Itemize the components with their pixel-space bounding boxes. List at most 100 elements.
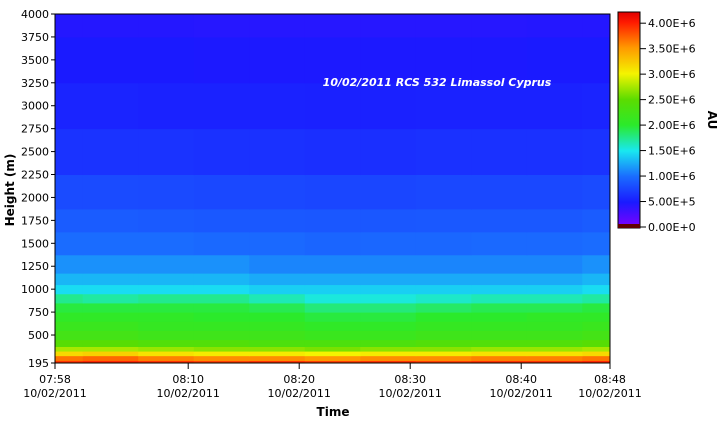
heatmap-cell [249, 355, 306, 361]
y-tick-label: 2250 [21, 169, 49, 182]
heatmap-cell [582, 82, 611, 130]
x-tick-label: 08:10 [172, 373, 204, 386]
heatmap-cell [193, 346, 250, 352]
heatmap-cell [360, 254, 417, 274]
heatmap-cell [249, 14, 306, 38]
heatmap-cell [415, 355, 472, 361]
plot-frame [54, 13, 611, 364]
heatmap-cell [304, 355, 361, 361]
heatmap-cell [193, 360, 250, 364]
heatmap-cell [360, 284, 417, 295]
heatmap-cell [415, 128, 472, 176]
heatmap-cell [471, 174, 528, 210]
heatmap-cell [360, 346, 417, 352]
heatmap-cell [304, 302, 361, 313]
heatmap-cell [471, 254, 528, 274]
heatmap-cell [55, 330, 84, 341]
heatmap-cell [526, 128, 583, 176]
heatmap-cell [82, 273, 139, 286]
y-tick-label: 3250 [21, 77, 49, 90]
heatmap-cell [415, 273, 472, 286]
heatmap-cell [193, 82, 250, 130]
heatmap-cell [526, 346, 583, 352]
heatmap-cell [193, 14, 250, 38]
heatmap-cell [415, 36, 472, 84]
y-tick-label: 195 [28, 357, 49, 370]
y-tick-label: 1750 [21, 214, 49, 227]
heatmap-cell [415, 330, 472, 341]
heatmap-cell [360, 312, 417, 322]
heatmap-cell [526, 231, 583, 256]
heatmap-cell [82, 82, 139, 130]
heatmap-cell [249, 284, 306, 295]
heatmap-cell [55, 284, 84, 295]
heatmap-cell [360, 82, 417, 130]
heatmap-cell [138, 14, 195, 38]
heatmap-cell [582, 360, 611, 364]
heatmap-cell [138, 312, 195, 322]
heatmap-cell [138, 284, 195, 295]
heatmap-cell [526, 355, 583, 361]
heatmap-cell [82, 254, 139, 274]
heatmap-cell [471, 321, 528, 331]
heatmap-cell [526, 312, 583, 322]
y-tick-label: 500 [28, 329, 49, 342]
heatmap-cell [249, 293, 306, 304]
heatmap-cell [249, 312, 306, 322]
heatmap-cell [526, 284, 583, 295]
heatmap-cell [415, 14, 472, 38]
heatmap-cell [249, 321, 306, 331]
heatmap-cell [138, 321, 195, 331]
heatmap-cell [304, 14, 361, 38]
x-tick-date: 10/02/2011 [378, 387, 441, 400]
heatmap-cell [138, 208, 195, 233]
heatmap-cell [304, 273, 361, 286]
heatmap-cell [471, 312, 528, 322]
heatmap-cell [138, 360, 195, 364]
heatmap-cell [193, 36, 250, 84]
heatmap-cell [415, 231, 472, 256]
heatmap-cell [415, 284, 472, 295]
heatmap-cell [193, 174, 250, 210]
heatmap-cell [138, 273, 195, 286]
heatmap-cell [360, 36, 417, 84]
heatmap-cell [526, 293, 583, 304]
heatmap-cell [526, 330, 583, 341]
heatmap-cell [82, 351, 139, 357]
y-tick-label: 1250 [21, 260, 49, 273]
heatmap-cell [360, 273, 417, 286]
heatmap-cell [582, 36, 611, 84]
heatmap-cell [138, 128, 195, 176]
heatmap-cell [82, 208, 139, 233]
colorbar-tick-label: 2.00E+6 [648, 119, 696, 132]
heatmap-cell [582, 254, 611, 274]
heatmap-cell [304, 330, 361, 341]
heatmap-cell [471, 208, 528, 233]
heatmap-cell [193, 284, 250, 295]
heatmap-cell [471, 273, 528, 286]
heatmap-cell [471, 351, 528, 357]
heatmap-cell [526, 302, 583, 313]
heatmap-cell [471, 284, 528, 295]
heatmap-cell [526, 273, 583, 286]
heatmap-cell [193, 355, 250, 361]
heatmap-cell [55, 273, 84, 286]
x-tick-label: 08:48 [594, 373, 626, 386]
heatmap-cell [415, 339, 472, 347]
heatmap-cell [55, 254, 84, 274]
heatmap-cell [304, 82, 361, 130]
heatmap-cell [193, 208, 250, 233]
heatmap-cell [360, 231, 417, 256]
heatmap-cell [471, 128, 528, 176]
colorbar-tick-label: 3.50E+6 [648, 43, 696, 56]
heatmap-cell [526, 208, 583, 233]
heatmap-cell [249, 273, 306, 286]
heatmap-cell [415, 302, 472, 313]
heatmap-cell [471, 36, 528, 84]
heatmap-cell [526, 82, 583, 130]
x-axis-title: Time [317, 405, 350, 419]
heatmap-cell [471, 360, 528, 364]
heatmap-cell [360, 339, 417, 347]
colorbar-title: AU [705, 111, 719, 130]
heatmap-cell [471, 339, 528, 347]
